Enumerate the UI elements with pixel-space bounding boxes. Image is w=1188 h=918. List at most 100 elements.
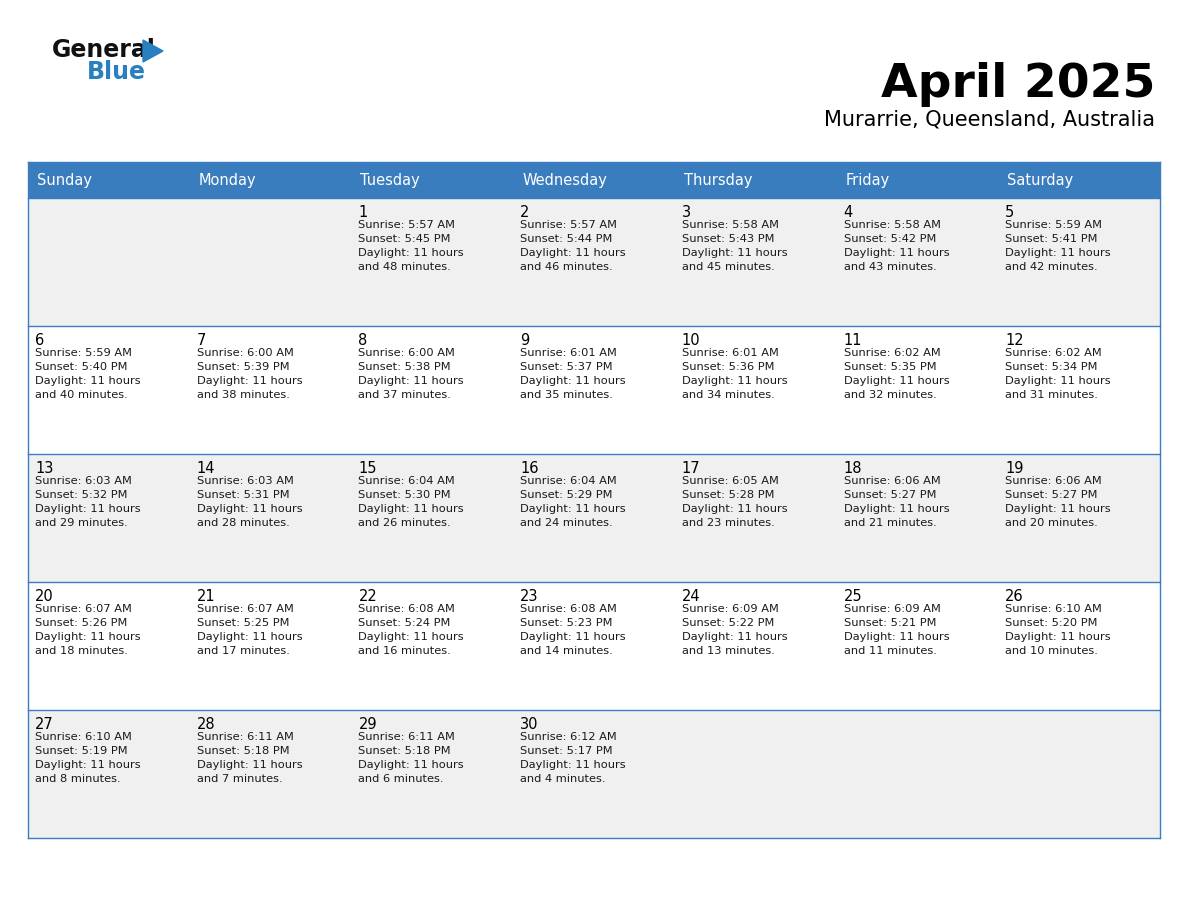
Text: 29: 29 [359,717,377,732]
Text: Sunrise: 6:03 AM
Sunset: 5:32 PM
Daylight: 11 hours
and 29 minutes.: Sunrise: 6:03 AM Sunset: 5:32 PM Dayligh… [34,476,140,528]
Text: Sunrise: 5:57 AM
Sunset: 5:45 PM
Daylight: 11 hours
and 48 minutes.: Sunrise: 5:57 AM Sunset: 5:45 PM Dayligh… [359,220,465,272]
Text: Sunrise: 6:12 AM
Sunset: 5:17 PM
Daylight: 11 hours
and 4 minutes.: Sunrise: 6:12 AM Sunset: 5:17 PM Dayligh… [520,732,626,784]
Text: Sunrise: 5:58 AM
Sunset: 5:42 PM
Daylight: 11 hours
and 43 minutes.: Sunrise: 5:58 AM Sunset: 5:42 PM Dayligh… [843,220,949,272]
Bar [29,326,190,454]
Text: 5: 5 [1005,205,1015,220]
Text: Sunrise: 6:11 AM
Sunset: 5:18 PM
Daylight: 11 hours
and 7 minutes.: Sunrise: 6:11 AM Sunset: 5:18 PM Dayligh… [197,732,302,784]
Text: Saturday: Saturday [1007,173,1074,187]
Text: Sunrise: 5:59 AM
Sunset: 5:40 PM
Daylight: 11 hours
and 40 minutes.: Sunrise: 5:59 AM Sunset: 5:40 PM Dayligh… [34,348,140,400]
Bar [352,326,513,454]
Bar [29,198,190,326]
Bar [513,582,675,710]
Text: 9: 9 [520,333,530,348]
Text: Sunrise: 6:11 AM
Sunset: 5:18 PM
Daylight: 11 hours
and 6 minutes.: Sunrise: 6:11 AM Sunset: 5:18 PM Dayligh… [359,732,465,784]
Text: Sunrise: 6:09 AM
Sunset: 5:22 PM
Daylight: 11 hours
and 13 minutes.: Sunrise: 6:09 AM Sunset: 5:22 PM Dayligh… [682,604,788,656]
Text: 6: 6 [34,333,44,348]
Bar [998,582,1159,710]
Text: Sunrise: 6:01 AM
Sunset: 5:36 PM
Daylight: 11 hours
and 34 minutes.: Sunrise: 6:01 AM Sunset: 5:36 PM Dayligh… [682,348,788,400]
Bar [675,326,836,454]
Bar [513,454,675,582]
Bar [836,582,998,710]
Text: Sunrise: 6:00 AM
Sunset: 5:39 PM
Daylight: 11 hours
and 38 minutes.: Sunrise: 6:00 AM Sunset: 5:39 PM Dayligh… [197,348,302,400]
Text: Sunrise: 6:07 AM
Sunset: 5:25 PM
Daylight: 11 hours
and 17 minutes.: Sunrise: 6:07 AM Sunset: 5:25 PM Dayligh… [197,604,302,656]
Text: 4: 4 [843,205,853,220]
Bar [29,454,190,582]
Text: Sunrise: 6:10 AM
Sunset: 5:20 PM
Daylight: 11 hours
and 10 minutes.: Sunrise: 6:10 AM Sunset: 5:20 PM Dayligh… [1005,604,1111,656]
Text: Monday: Monday [198,173,257,187]
Bar [836,710,998,838]
Bar [998,198,1159,326]
Text: Sunrise: 6:09 AM
Sunset: 5:21 PM
Daylight: 11 hours
and 11 minutes.: Sunrise: 6:09 AM Sunset: 5:21 PM Dayligh… [843,604,949,656]
Bar [29,710,190,838]
Bar [836,326,998,454]
Text: 21: 21 [197,589,215,604]
Text: Sunrise: 6:04 AM
Sunset: 5:30 PM
Daylight: 11 hours
and 26 minutes.: Sunrise: 6:04 AM Sunset: 5:30 PM Dayligh… [359,476,465,528]
Text: 26: 26 [1005,589,1024,604]
Bar [675,198,836,326]
Text: 14: 14 [197,461,215,476]
Bar [190,326,352,454]
Text: Sunrise: 6:02 AM
Sunset: 5:34 PM
Daylight: 11 hours
and 31 minutes.: Sunrise: 6:02 AM Sunset: 5:34 PM Dayligh… [1005,348,1111,400]
Text: Sunrise: 6:06 AM
Sunset: 5:27 PM
Daylight: 11 hours
and 20 minutes.: Sunrise: 6:06 AM Sunset: 5:27 PM Dayligh… [1005,476,1111,528]
Bar [998,162,1159,198]
Text: Sunrise: 6:05 AM
Sunset: 5:28 PM
Daylight: 11 hours
and 23 minutes.: Sunrise: 6:05 AM Sunset: 5:28 PM Dayligh… [682,476,788,528]
Text: Sunrise: 6:02 AM
Sunset: 5:35 PM
Daylight: 11 hours
and 32 minutes.: Sunrise: 6:02 AM Sunset: 5:35 PM Dayligh… [843,348,949,400]
Bar [675,710,836,838]
Text: Sunday: Sunday [37,173,91,187]
Text: Sunrise: 6:07 AM
Sunset: 5:26 PM
Daylight: 11 hours
and 18 minutes.: Sunrise: 6:07 AM Sunset: 5:26 PM Dayligh… [34,604,140,656]
Text: 20: 20 [34,589,53,604]
Text: Sunrise: 6:08 AM
Sunset: 5:24 PM
Daylight: 11 hours
and 16 minutes.: Sunrise: 6:08 AM Sunset: 5:24 PM Dayligh… [359,604,465,656]
Text: Friday: Friday [846,173,890,187]
Bar [190,710,352,838]
Text: Sunrise: 6:10 AM
Sunset: 5:19 PM
Daylight: 11 hours
and 8 minutes.: Sunrise: 6:10 AM Sunset: 5:19 PM Dayligh… [34,732,140,784]
Bar [836,162,998,198]
Bar [190,198,352,326]
Bar [998,454,1159,582]
Text: Thursday: Thursday [684,173,752,187]
Polygon shape [143,40,163,62]
Text: 19: 19 [1005,461,1024,476]
Bar [998,710,1159,838]
Text: Sunrise: 6:08 AM
Sunset: 5:23 PM
Daylight: 11 hours
and 14 minutes.: Sunrise: 6:08 AM Sunset: 5:23 PM Dayligh… [520,604,626,656]
Bar [836,198,998,326]
Text: Sunrise: 6:06 AM
Sunset: 5:27 PM
Daylight: 11 hours
and 21 minutes.: Sunrise: 6:06 AM Sunset: 5:27 PM Dayligh… [843,476,949,528]
Bar [29,582,190,710]
Text: Murarrie, Queensland, Australia: Murarrie, Queensland, Australia [824,110,1155,130]
Text: 16: 16 [520,461,538,476]
Bar [513,162,675,198]
Text: 11: 11 [843,333,862,348]
Text: 13: 13 [34,461,53,476]
Text: Sunrise: 5:59 AM
Sunset: 5:41 PM
Daylight: 11 hours
and 42 minutes.: Sunrise: 5:59 AM Sunset: 5:41 PM Dayligh… [1005,220,1111,272]
Text: 25: 25 [843,589,862,604]
Bar [190,582,352,710]
Bar [29,162,190,198]
Bar [513,198,675,326]
Text: Tuesday: Tuesday [360,173,421,187]
Text: 1: 1 [359,205,367,220]
Text: 22: 22 [359,589,377,604]
Text: Sunrise: 6:01 AM
Sunset: 5:37 PM
Daylight: 11 hours
and 35 minutes.: Sunrise: 6:01 AM Sunset: 5:37 PM Dayligh… [520,348,626,400]
Text: Sunrise: 5:57 AM
Sunset: 5:44 PM
Daylight: 11 hours
and 46 minutes.: Sunrise: 5:57 AM Sunset: 5:44 PM Dayligh… [520,220,626,272]
Text: 8: 8 [359,333,367,348]
Text: Blue: Blue [87,60,146,84]
Text: Wednesday: Wednesday [523,173,607,187]
Bar [675,162,836,198]
Text: 17: 17 [682,461,701,476]
Bar [352,582,513,710]
Text: 28: 28 [197,717,215,732]
Text: 18: 18 [843,461,862,476]
Text: 12: 12 [1005,333,1024,348]
Text: 10: 10 [682,333,701,348]
Text: 30: 30 [520,717,538,732]
Bar [190,454,352,582]
Bar [998,326,1159,454]
Bar [836,454,998,582]
Bar [352,198,513,326]
Text: 23: 23 [520,589,538,604]
Text: General: General [52,38,156,62]
Text: 27: 27 [34,717,53,732]
Text: Sunrise: 5:58 AM
Sunset: 5:43 PM
Daylight: 11 hours
and 45 minutes.: Sunrise: 5:58 AM Sunset: 5:43 PM Dayligh… [682,220,788,272]
Bar [513,326,675,454]
Text: Sunrise: 6:03 AM
Sunset: 5:31 PM
Daylight: 11 hours
and 28 minutes.: Sunrise: 6:03 AM Sunset: 5:31 PM Dayligh… [197,476,302,528]
Bar [352,454,513,582]
